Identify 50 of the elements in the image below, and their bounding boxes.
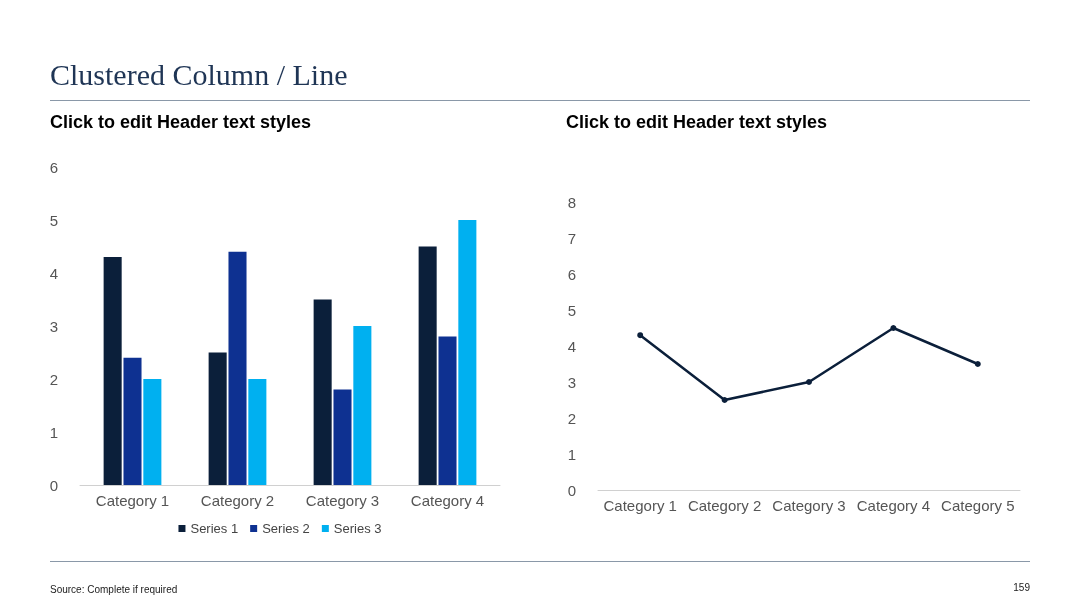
y-tick-label: 4 xyxy=(49,264,58,282)
y-tick-label: 3 xyxy=(567,373,576,391)
y-tick-label: 2 xyxy=(49,370,58,388)
x-tick-label: Category 4 xyxy=(856,497,931,514)
bar xyxy=(313,299,332,485)
y-tick-label: 0 xyxy=(49,476,58,494)
y-tick-label: 6 xyxy=(567,265,576,283)
y-tick-label: 2 xyxy=(567,409,576,427)
y-tick-label: 0 xyxy=(567,481,576,499)
legend-label: Series 3 xyxy=(333,521,382,536)
chart-subtitle: Click to edit Header text styles xyxy=(50,112,312,133)
text: 159 xyxy=(1013,582,1030,593)
x-tick-label: Category 2 xyxy=(200,492,275,509)
y-tick-label: 1 xyxy=(49,423,58,441)
x-tick-label: Category 2 xyxy=(687,497,762,514)
bar xyxy=(438,336,457,485)
bar xyxy=(228,251,247,485)
bar xyxy=(458,220,477,485)
x-tick-label: Category 3 xyxy=(305,492,380,509)
bar xyxy=(123,357,142,485)
y-tick-label: 8 xyxy=(567,193,576,211)
bar xyxy=(333,389,352,485)
legend-label: Series 2 xyxy=(262,521,310,536)
x-tick-label: Category 4 xyxy=(410,492,485,509)
point xyxy=(806,379,812,385)
bar xyxy=(418,246,437,485)
chart-subtitle: Click to edit Header text styles xyxy=(566,112,828,133)
y-tick-label: 4 xyxy=(567,337,576,355)
y-tick-label: 7 xyxy=(567,229,576,247)
x-tick-label: Category 1 xyxy=(603,497,677,514)
y-tick-label: 3 xyxy=(49,317,58,335)
point xyxy=(637,332,644,339)
legend-label: Series 1 xyxy=(190,521,239,536)
y-tick-label: 5 xyxy=(49,211,58,229)
y-tick-label: 6 xyxy=(49,158,58,176)
y-tick-label: 1 xyxy=(567,445,576,463)
bar xyxy=(248,379,267,485)
x-tick-label: Category 5 xyxy=(941,497,1015,514)
point xyxy=(721,397,728,403)
y-tick-label: 5 xyxy=(567,301,576,319)
bar xyxy=(103,257,122,485)
bar xyxy=(353,326,372,485)
bar xyxy=(143,379,162,485)
x-tick-label: Category 1 xyxy=(95,492,170,509)
bar xyxy=(208,352,227,485)
x-tick-label: Category 3 xyxy=(772,497,846,514)
point xyxy=(974,361,981,367)
point xyxy=(890,325,897,331)
source-note: Source: Complete if required xyxy=(50,584,178,595)
chart-title: Clustered Column / Line xyxy=(50,58,348,92)
